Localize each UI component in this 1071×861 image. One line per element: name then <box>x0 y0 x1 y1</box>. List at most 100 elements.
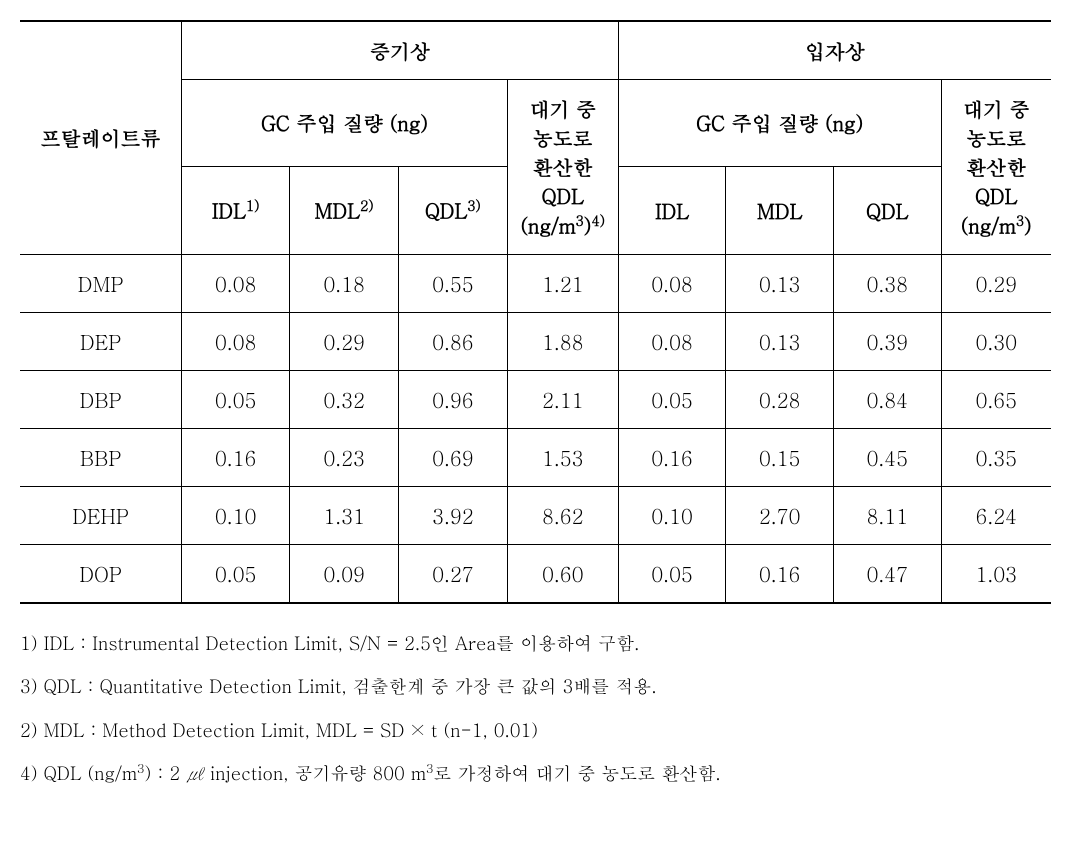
particle-mdl-value: 0.13 <box>726 312 834 370</box>
qdl-conc-p-line3: 환산한 <box>966 152 1026 181</box>
compound-name: BBP <box>20 428 182 486</box>
vapor-qdl-value: 0.55 <box>399 254 508 312</box>
note4-p4: 로 가정하여 대기 중 농도로 환산함. <box>433 761 720 786</box>
table-row: DMP0.080.180.551.210.080.130.380.29 <box>20 254 1051 312</box>
particle-mdl-value: 0.15 <box>726 428 834 486</box>
table-row: DOP0.050.090.270.600.050.160.471.03 <box>20 544 1051 603</box>
qdl-unit: (ng/m <box>521 211 576 240</box>
vapor-group-header: 증기상 <box>182 21 619 80</box>
qdl-conc-line2: 농도로 <box>533 123 593 152</box>
particle-conc-value: 0.29 <box>941 254 1051 312</box>
table-row: BBP0.160.230.691.530.160.150.450.35 <box>20 428 1051 486</box>
particle-mdl-value: 0.28 <box>726 370 834 428</box>
vapor-idl-value: 0.10 <box>182 486 290 544</box>
note4-p3: injection, 공기유량 800 m <box>204 761 426 786</box>
compound-name: DEP <box>20 312 182 370</box>
particle-mdl-header: MDL <box>726 166 834 254</box>
particle-idl-value: 0.05 <box>618 370 725 428</box>
vapor-qdl-value: 0.86 <box>399 312 508 370</box>
vapor-mdl-header: MDL2) <box>290 166 399 254</box>
vapor-qdl-header: QDL3) <box>399 166 508 254</box>
vapor-idl-value: 0.08 <box>182 254 290 312</box>
particle-idl-value: 0.16 <box>618 428 725 486</box>
particle-qdl-value: 0.45 <box>834 428 941 486</box>
idl-sup: 1) <box>246 195 260 215</box>
qdl-conc-p-line4: QDL <box>975 181 1017 210</box>
note4-sup1: 3 <box>137 759 145 777</box>
footnote-1: 1) IDL : Instrumental Detection Limit, S… <box>20 624 1051 664</box>
compound-name: DOP <box>20 544 182 603</box>
qdl-conc-p-line1: 대기 중 <box>963 94 1030 123</box>
vapor-mdl-value: 0.09 <box>290 544 399 603</box>
compound-name: DEHP <box>20 486 182 544</box>
note4-mu: ㎕ <box>186 761 204 786</box>
particle-gc-mass-header: GC 주입 질량 (ng) <box>618 80 941 167</box>
table-body: DMP0.080.180.551.210.080.130.380.29DEP0.… <box>20 254 1051 603</box>
compound-name: DMP <box>20 254 182 312</box>
particle-idl-header: IDL <box>618 166 725 254</box>
vapor-idl-value: 0.05 <box>182 544 290 603</box>
particle-idl-value: 0.08 <box>618 312 725 370</box>
qdl-conc-p-line2: 농도로 <box>966 123 1026 152</box>
vapor-mdl-value: 0.23 <box>290 428 399 486</box>
particle-idl-value: 0.08 <box>618 254 725 312</box>
vapor-idl-value: 0.16 <box>182 428 290 486</box>
qdl-conc-line3: 환산한 <box>533 152 593 181</box>
table-row: DEP0.080.290.861.880.080.130.390.30 <box>20 312 1051 370</box>
vapor-conc-value: 8.62 <box>507 486 618 544</box>
vapor-mdl-value: 1.31 <box>290 486 399 544</box>
footnote-3: 3) QDL : Quantitative Detection Limit, 검… <box>20 667 1051 707</box>
particle-conc-value: 1.03 <box>941 544 1051 603</box>
particle-conc-value: 0.35 <box>941 428 1051 486</box>
footnote-2: 2) MDL : Method Detection Limit, MDL = S… <box>20 711 1051 751</box>
particle-idl-value: 0.05 <box>618 544 725 603</box>
qdl-unit-sup: 3 <box>576 210 584 230</box>
particle-idl-value: 0.10 <box>618 486 725 544</box>
particle-qdl-value: 0.38 <box>834 254 941 312</box>
particle-conc-value: 0.65 <box>941 370 1051 428</box>
qdl-conc-line4: QDL <box>542 181 584 210</box>
vapor-conc-value: 1.21 <box>507 254 618 312</box>
footnotes-section: 1) IDL : Instrumental Detection Limit, S… <box>20 624 1051 794</box>
footnote-4: 4) QDL (ng/m3) : 2 ㎕ injection, 공기유량 800… <box>20 754 1051 794</box>
vapor-conc-value: 1.53 <box>507 428 618 486</box>
particle-conc-value: 6.24 <box>941 486 1051 544</box>
qdl-unit-p: (ng/m <box>961 211 1016 240</box>
note4-p1: 4) QDL (ng/m <box>20 761 137 786</box>
detection-limit-table-container: 프탈레이트류 증기상 입자상 GC 주입 질량 (ng) 대기 중 농도로 환산… <box>20 20 1051 604</box>
qdl-unit-close-p: ) <box>1024 211 1032 240</box>
particle-mdl-value: 2.70 <box>726 486 834 544</box>
particle-qdl-value: 8.11 <box>834 486 941 544</box>
particle-qdl-value: 0.47 <box>834 544 941 603</box>
particle-mdl-value: 0.16 <box>726 544 834 603</box>
vapor-qdl-conc-header: 대기 중 농도로 환산한 QDL (ng/m3)4) <box>507 80 618 255</box>
particle-qdl-conc-header: 대기 중 농도로 환산한 QDL (ng/m3) <box>941 80 1051 255</box>
vapor-qdl-value: 0.96 <box>399 370 508 428</box>
vapor-gc-mass-header: GC 주입 질량 (ng) <box>182 80 508 167</box>
detection-limit-table: 프탈레이트류 증기상 입자상 GC 주입 질량 (ng) 대기 중 농도로 환산… <box>20 20 1051 604</box>
vapor-mdl-value: 0.32 <box>290 370 399 428</box>
qdl-unit-sup-p: 3 <box>1016 210 1024 230</box>
table-row: DEHP0.101.313.928.620.102.708.116.24 <box>20 486 1051 544</box>
qdl-conc-line1: 대기 중 <box>529 94 596 123</box>
particle-qdl-value: 0.84 <box>834 370 941 428</box>
vapor-idl-header: IDL1) <box>182 166 290 254</box>
vapor-idl-value: 0.05 <box>182 370 290 428</box>
idl-text: IDL <box>212 196 246 225</box>
vapor-conc-value: 1.88 <box>507 312 618 370</box>
vapor-qdl-value: 0.27 <box>399 544 508 603</box>
vapor-conc-value: 2.11 <box>507 370 618 428</box>
vapor-conc-value: 0.60 <box>507 544 618 603</box>
compound-name: DBP <box>20 370 182 428</box>
vapor-qdl-value: 0.69 <box>399 428 508 486</box>
vapor-qdl-value: 3.92 <box>399 486 508 544</box>
particle-qdl-value: 0.39 <box>834 312 941 370</box>
vapor-idl-value: 0.08 <box>182 312 290 370</box>
note4-p2: ) : 2 <box>145 761 186 786</box>
mdl-text: MDL <box>315 196 360 225</box>
header-row-1: 프탈레이트류 증기상 입자상 <box>20 21 1051 80</box>
qdl-unit-sup-note: 4) <box>591 210 605 230</box>
row-header-label: 프탈레이트류 <box>20 21 182 254</box>
particle-mdl-value: 0.13 <box>726 254 834 312</box>
particle-qdl-header: QDL <box>834 166 941 254</box>
